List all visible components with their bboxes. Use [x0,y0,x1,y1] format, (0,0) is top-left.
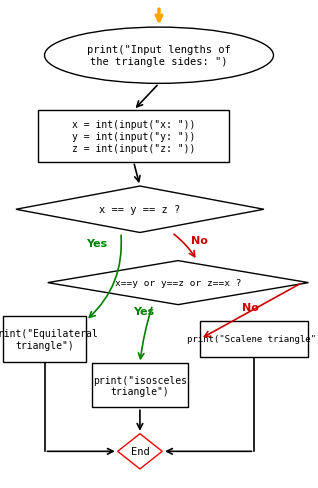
Text: print("isosceles
triangle"): print("isosceles triangle") [93,375,187,396]
Polygon shape [16,187,264,233]
FancyBboxPatch shape [92,364,188,407]
Polygon shape [118,434,162,469]
FancyBboxPatch shape [38,111,229,162]
Text: print("Equilateral
triangle"): print("Equilateral triangle") [0,328,97,350]
Text: x = int(input("x: "))
y = int(input("y: "))
z = int(input("z: ")): x = int(input("x: ")) y = int(input("y: … [72,120,195,153]
Text: Yes: Yes [86,239,107,248]
Text: No: No [242,302,259,312]
Text: print("Scalene triangle"): print("Scalene triangle") [187,335,318,344]
Text: End: End [131,447,149,456]
Text: x == y == z ?: x == y == z ? [99,205,181,215]
Text: No: No [191,236,208,246]
Ellipse shape [45,28,273,84]
FancyBboxPatch shape [3,316,86,362]
FancyBboxPatch shape [200,321,308,357]
Text: print("Input lengths of
the triangle sides: "): print("Input lengths of the triangle sid… [87,45,231,67]
Text: Yes: Yes [134,307,155,317]
Polygon shape [48,261,308,305]
Text: x==y or y==z or z==x ?: x==y or y==z or z==x ? [115,279,241,287]
